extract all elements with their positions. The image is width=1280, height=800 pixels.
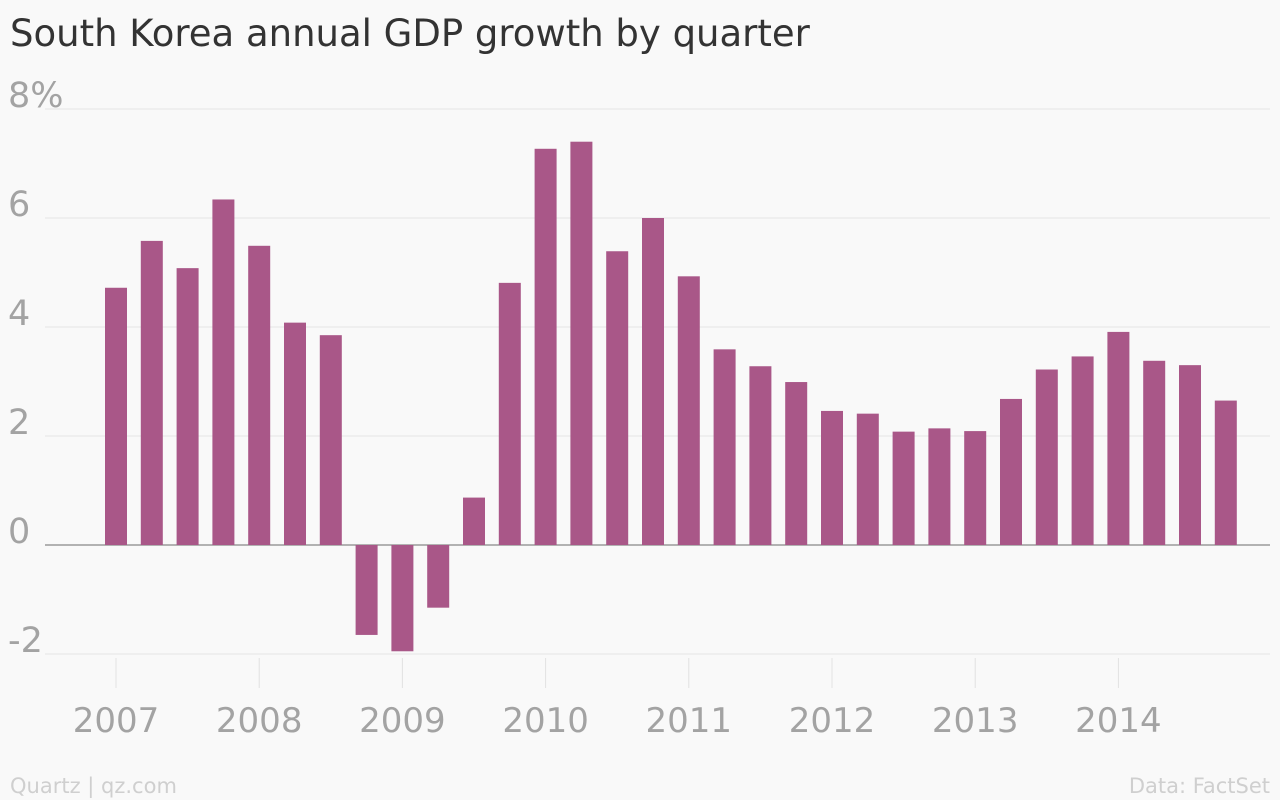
x-tick-label: 2010 [502, 701, 589, 741]
bar [749, 366, 772, 545]
bar [463, 497, 485, 545]
bar [928, 428, 951, 545]
chart-title: South Korea annual GDP growth by quarter [10, 12, 810, 55]
bar [1071, 356, 1094, 545]
bar [1035, 369, 1058, 545]
y-tick-label: 2 [8, 403, 30, 443]
data-source: Data: FactSet [1128, 774, 1270, 798]
bar [856, 413, 879, 545]
bar [606, 251, 629, 545]
bar [176, 268, 199, 545]
bar [427, 545, 450, 608]
y-tick-label: 8% [8, 76, 64, 116]
bar [284, 322, 306, 545]
bar [105, 287, 127, 545]
x-tick-label: 2012 [789, 701, 876, 741]
bar [642, 218, 664, 545]
x-tick-label: 2013 [932, 701, 1019, 741]
x-tick-label: 2007 [73, 701, 160, 741]
x-tick-label: 2009 [359, 701, 446, 741]
bar [498, 282, 521, 545]
bar [785, 382, 808, 545]
bar [821, 410, 843, 545]
bar [248, 245, 271, 546]
bar [319, 335, 342, 545]
bar [355, 545, 378, 635]
x-axis-ticks: 2007 2008 2009 2010 2011 2012 2013 2014 [73, 658, 1162, 741]
bar [534, 148, 557, 545]
x-tick-label: 2014 [1075, 701, 1162, 741]
bar [964, 431, 987, 545]
bar [391, 545, 414, 652]
bar [140, 240, 163, 545]
bar [1000, 398, 1022, 545]
bar [1214, 400, 1237, 545]
bar [570, 141, 593, 545]
y-tick-label: -2 [8, 621, 43, 661]
bar [212, 199, 235, 545]
x-tick-label: 2011 [646, 701, 733, 741]
bar [1107, 331, 1130, 545]
bar [713, 349, 736, 545]
y-axis-tick-labels: 8% 6 4 2 0 -2 [8, 76, 64, 661]
bar [1143, 360, 1166, 545]
bar [892, 431, 915, 545]
bar [1179, 365, 1201, 545]
bar [677, 276, 700, 545]
bars [105, 141, 1237, 652]
source-credit: Quartz | qz.com [10, 774, 177, 798]
y-tick-label: 6 [8, 185, 30, 225]
y-tick-label: 4 [8, 294, 30, 334]
y-tick-label: 0 [8, 512, 30, 552]
x-tick-label: 2008 [216, 701, 303, 741]
